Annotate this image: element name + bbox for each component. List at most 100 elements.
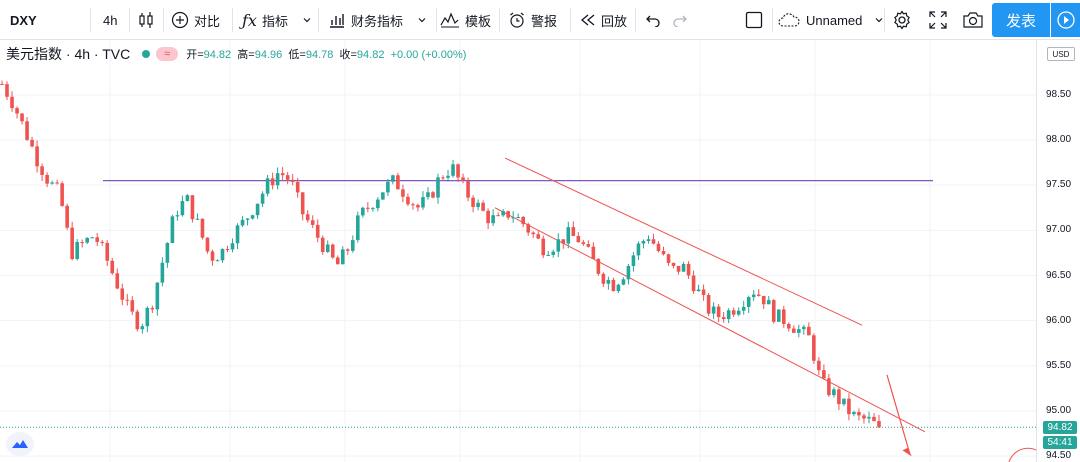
fullscreen-button[interactable] — [929, 0, 947, 40]
candle-body — [766, 300, 771, 305]
candle-body — [130, 300, 135, 312]
market-status[interactable]: ≈ — [142, 47, 179, 61]
settings-button[interactable] — [892, 0, 912, 40]
candle-body — [150, 307, 155, 310]
redo-button[interactable] — [672, 0, 688, 40]
symbol-title[interactable]: 美元指数 · 4h · TVC — [6, 46, 131, 62]
replay-button[interactable]: 回放 — [580, 0, 627, 40]
candle-body — [476, 202, 480, 207]
snapshot-button[interactable] — [962, 0, 984, 40]
delayed-badge[interactable]: ≈ — [156, 47, 179, 61]
indicators-button[interactable]: ƒx 指标 — [242, 0, 312, 40]
channel-layer — [494, 157, 926, 433]
chart-grid — [0, 40, 1036, 462]
candle-body — [220, 248, 225, 261]
candle-body — [110, 260, 115, 274]
chevron-down-icon[interactable] — [417, 15, 427, 25]
financials-button[interactable]: 财务指标 — [328, 0, 427, 40]
candle-body — [636, 243, 641, 256]
candle-body — [877, 421, 881, 428]
candle-body — [857, 411, 861, 416]
toolbar-divider — [129, 8, 130, 32]
low-value: 94.78 — [305, 49, 334, 61]
candle-body — [95, 237, 100, 242]
symbol-label: DXY — [10, 12, 37, 28]
candle-body — [486, 210, 490, 224]
candle-body — [60, 183, 64, 206]
arrow-head — [902, 447, 912, 457]
candle-body — [225, 248, 230, 250]
candle-body — [200, 218, 205, 238]
toolbar-divider — [635, 8, 636, 32]
candle-body — [756, 294, 761, 296]
chevron-down-icon[interactable] — [874, 15, 884, 25]
candle-body — [551, 251, 556, 255]
candle-body — [491, 215, 495, 224]
candle-body — [411, 204, 415, 206]
financials-label: 财务指标 — [351, 13, 404, 29]
price-axis[interactable] — [1036, 40, 1080, 462]
publish-label: 发表 — [1005, 12, 1036, 30]
candle-body — [235, 225, 240, 244]
price-tick-label: 97.00 — [1046, 224, 1072, 236]
candle-body — [541, 238, 546, 256]
layout-menu-button[interactable]: Unnamed — [777, 0, 884, 40]
candle-body — [215, 260, 220, 262]
toolbar-divider — [232, 8, 233, 32]
candle-body — [496, 215, 500, 217]
candle-body — [160, 262, 165, 283]
toolbar-divider — [318, 8, 319, 32]
candle-body — [70, 227, 74, 260]
candle-body — [751, 294, 756, 298]
alert-button[interactable]: 警报 — [508, 0, 557, 40]
candle-body — [80, 242, 84, 244]
templates-label: 模板 — [465, 13, 492, 29]
candle-body — [591, 246, 596, 259]
candle-body — [170, 216, 175, 243]
candle-body — [406, 196, 410, 205]
candle-body — [361, 207, 365, 216]
candle-body — [741, 306, 746, 311]
symbol-search-button[interactable]: DXY — [10, 0, 37, 40]
tradingview-logo[interactable] — [6, 432, 34, 456]
play-button[interactable] — [1051, 3, 1080, 37]
play-icon — [1056, 10, 1076, 30]
candle-body — [847, 398, 851, 415]
candle-body — [721, 317, 726, 320]
channel-upper-line — [504, 157, 863, 326]
candle-body — [45, 174, 49, 184]
toolbar-divider — [163, 8, 164, 32]
undo-button[interactable] — [645, 0, 661, 40]
candle-body — [521, 217, 525, 225]
candle-body — [315, 224, 320, 238]
interval-button[interactable]: 4h — [103, 0, 117, 40]
annotations-layer — [0, 374, 1036, 462]
change-value: +0.00 (+0.00%) — [390, 49, 467, 61]
close-value: 94.82 — [356, 49, 385, 61]
candle-body — [656, 243, 661, 252]
candle-body — [501, 211, 505, 216]
templates-button[interactable]: 模板 — [440, 0, 491, 40]
marker-circle — [1008, 447, 1036, 462]
candle-body — [556, 239, 561, 252]
redo-icon — [672, 13, 688, 27]
candle-body — [706, 295, 711, 314]
select-layout-checkbox[interactable] — [745, 0, 763, 40]
candle-body — [230, 243, 235, 250]
chart-type-button[interactable] — [137, 0, 155, 40]
candle-body — [456, 164, 460, 178]
currency-label[interactable]: USD — [1047, 47, 1075, 61]
chevron-down-icon[interactable] — [302, 15, 312, 25]
publish-button[interactable]: 发表 — [992, 3, 1050, 37]
candles-icon — [137, 11, 155, 29]
candle-body — [35, 146, 39, 167]
candle-body — [842, 398, 846, 405]
compare-button[interactable]: 对比 — [171, 0, 220, 40]
candle-body — [210, 251, 215, 261]
candle-body — [852, 411, 856, 415]
candle-body — [30, 139, 34, 147]
price-chart[interactable] — [0, 40, 1036, 462]
candle-body — [681, 263, 686, 272]
candle-body — [125, 299, 130, 301]
candle-body — [872, 416, 876, 422]
